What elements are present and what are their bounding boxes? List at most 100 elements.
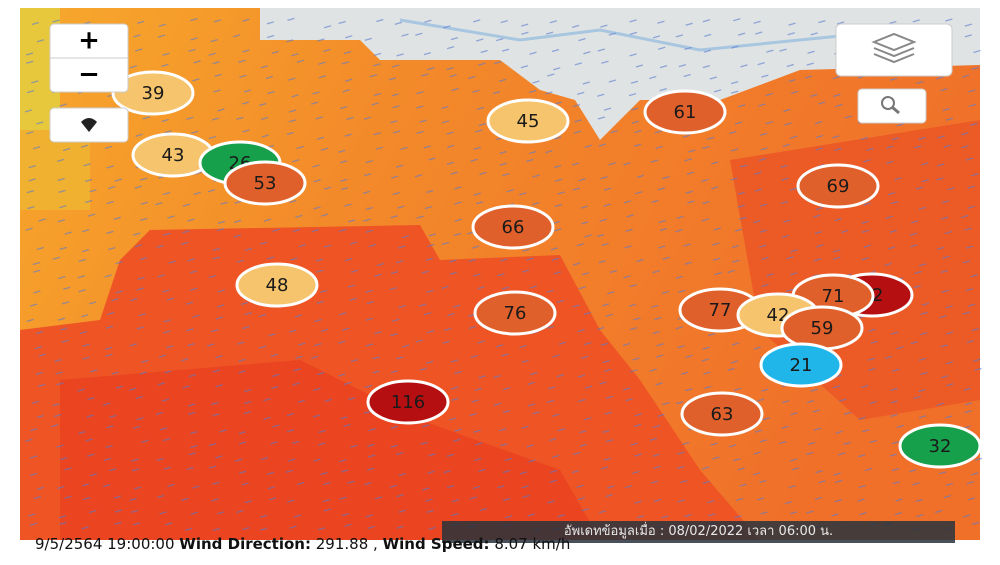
aqi-marker[interactable]: 32 — [898, 423, 982, 469]
wind-arrow — [759, 132, 768, 136]
wind-arrow — [136, 287, 144, 291]
aqi-marker[interactable]: 63 — [680, 391, 764, 437]
aqi-marker[interactable]: 61 — [643, 89, 727, 135]
wind-arrow — [53, 413, 62, 418]
wind-arrow — [184, 527, 193, 532]
wind-arrow — [789, 187, 798, 191]
wind-arrow — [190, 444, 198, 449]
layers-button[interactable] — [835, 23, 953, 77]
wind-arrow — [320, 328, 329, 332]
wind-arrow — [292, 159, 300, 163]
wind-arrow — [426, 329, 435, 334]
aqi-marker[interactable]: 66 — [471, 204, 555, 250]
wind-arrow — [702, 480, 711, 484]
wind-arrow — [155, 202, 163, 206]
aqi-marker[interactable]: 53 — [223, 160, 307, 206]
wind-arrow — [425, 257, 433, 262]
wind-arrow — [634, 129, 642, 134]
wind-arrow — [806, 451, 814, 456]
wind-arrow — [29, 472, 38, 477]
wind-arrow — [859, 511, 867, 516]
wind-arrow — [947, 187, 955, 191]
wind-arrow — [137, 20, 145, 24]
aqi-marker[interactable]: 45 — [486, 98, 570, 144]
wind-arrow — [242, 49, 250, 53]
search-button[interactable] — [857, 88, 927, 124]
aqi-marker[interactable]: 39 — [111, 70, 195, 116]
wind-arrow — [603, 107, 612, 111]
marker-value: 53 — [254, 173, 277, 194]
wind-arrow — [734, 121, 743, 125]
wind-arrow — [181, 241, 189, 245]
wind-arrow — [633, 143, 642, 147]
wind-arrow — [963, 387, 971, 391]
wind-arrow — [702, 201, 710, 205]
wind-arrow — [293, 514, 302, 518]
zoom-out[interactable]: − — [78, 60, 100, 90]
marker-value: 59 — [811, 318, 834, 339]
wind-arrow — [291, 440, 300, 445]
wind-arrow — [477, 286, 485, 290]
wind-arrow — [934, 509, 943, 514]
wind-arrow — [887, 192, 896, 196]
wind-arrow — [30, 428, 38, 432]
button-box — [857, 88, 927, 124]
wind-arrow — [105, 444, 113, 449]
wind-arrow — [291, 94, 299, 98]
wind-arrow — [31, 80, 39, 84]
wind-arrow — [737, 191, 746, 195]
wind-arrow — [677, 499, 685, 503]
speed-label: Wind Speed: — [382, 535, 490, 553]
wind-arrow — [426, 189, 434, 194]
aqi-marker[interactable]: 59 — [780, 305, 864, 351]
wind-arrow — [965, 288, 974, 292]
wind-arrow — [965, 245, 974, 249]
aqi-marker[interactable]: 21 — [759, 342, 843, 388]
wind-arrow — [268, 497, 277, 501]
wind-arrow — [607, 291, 615, 295]
wind-arrow — [497, 273, 505, 277]
wind-arrow — [702, 65, 711, 69]
wind-arrow — [702, 466, 710, 470]
wind-arrow — [547, 73, 555, 77]
wind-arrow — [374, 273, 382, 277]
wind-arrow — [964, 410, 972, 414]
wind-arrow — [557, 191, 565, 195]
wind-arrow — [659, 65, 668, 69]
aqi-marker[interactable]: 43 — [131, 132, 215, 178]
wind-arrow — [263, 416, 271, 420]
wind-arrow — [347, 480, 355, 484]
wind-arrow — [781, 234, 789, 239]
wind-arrow — [473, 19, 481, 23]
wind-arrow — [80, 314, 89, 318]
wind-arrow — [962, 260, 971, 264]
wind-arrow — [159, 511, 167, 515]
wind-arrow — [472, 245, 480, 249]
wind-arrow — [497, 485, 505, 489]
wind-arrow — [57, 317, 66, 321]
wind-arrow — [364, 410, 372, 414]
marker-value: 63 — [711, 404, 734, 425]
zoom-in[interactable]: + — [78, 26, 100, 56]
aqi-marker[interactable]: 116 — [366, 379, 450, 425]
wind-arrow — [757, 62, 765, 66]
wind-arrow — [36, 246, 44, 251]
wind-arrow — [860, 384, 869, 389]
aqi-marker[interactable]: 69 — [796, 163, 880, 209]
wind-arrow — [191, 130, 199, 134]
wind-arrow — [426, 509, 434, 513]
wind-arrow — [389, 484, 397, 489]
wind-arrow — [623, 387, 631, 391]
locate-button[interactable] — [49, 107, 129, 143]
wind-arrow — [79, 331, 88, 335]
wind-arrow — [557, 514, 565, 518]
aqi-marker[interactable]: 76 — [473, 290, 557, 336]
wind-arrow — [339, 496, 347, 500]
aqi-marker[interactable]: 48 — [235, 262, 319, 308]
wind-arrow — [711, 161, 719, 165]
wind-arrow — [320, 471, 328, 476]
wind-arrow — [311, 355, 319, 359]
wind-arrow — [81, 483, 90, 487]
wind-arrow — [704, 385, 712, 389]
wind-arrow — [219, 429, 227, 433]
